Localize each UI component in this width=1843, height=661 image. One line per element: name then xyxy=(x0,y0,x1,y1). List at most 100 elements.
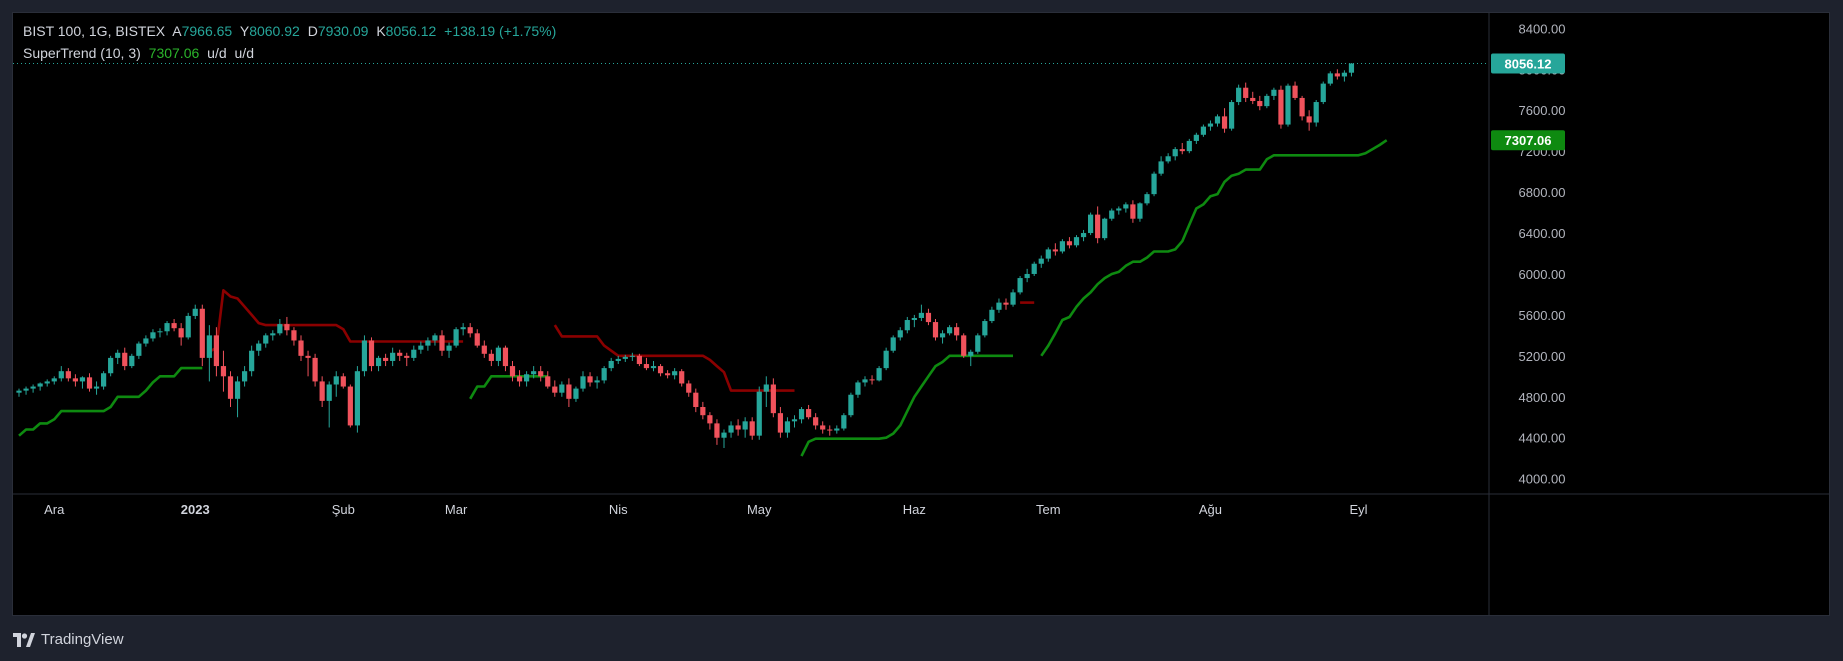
candle-body xyxy=(1010,292,1016,305)
supertrend-up-segment xyxy=(18,366,203,437)
candle-up xyxy=(1285,83,1291,127)
candle-up xyxy=(44,379,50,387)
candle-down xyxy=(954,323,960,341)
candle-body xyxy=(791,419,798,422)
candle-body xyxy=(622,356,628,359)
candle-body xyxy=(108,357,114,374)
candle-body xyxy=(1257,101,1263,107)
candle-up xyxy=(1080,229,1087,242)
candle-body xyxy=(820,425,826,430)
chart-panel[interactable]: 8400.008000.007600.007200.006800.006400.… xyxy=(12,12,1830,616)
candle-body xyxy=(1123,204,1129,209)
candle-down xyxy=(404,352,410,367)
candle-body xyxy=(291,330,297,341)
candle-down xyxy=(813,413,819,430)
candle-body xyxy=(1151,173,1157,195)
candle-up xyxy=(1137,202,1143,222)
candle-body xyxy=(319,381,325,401)
candle-up xyxy=(608,357,614,372)
candle-body xyxy=(1250,97,1256,102)
candle-body xyxy=(418,345,424,350)
candle-up xyxy=(791,415,798,428)
candle-up xyxy=(390,347,396,367)
candle-up xyxy=(234,376,241,418)
candle-up xyxy=(629,352,635,361)
candle-down xyxy=(749,417,755,440)
candle-up xyxy=(1165,153,1171,164)
candle-body xyxy=(1179,149,1185,152)
candle-body xyxy=(1186,140,1192,152)
candle-up xyxy=(1059,239,1065,254)
candle-up xyxy=(862,376,868,387)
candle-body xyxy=(932,322,939,338)
candle-body xyxy=(79,377,86,382)
candle-body xyxy=(601,368,607,381)
candle-body xyxy=(185,315,191,338)
candle-body xyxy=(559,384,565,393)
candle-body xyxy=(164,323,170,332)
indicator-name[interactable]: SuperTrend (10, 3) xyxy=(23,45,141,61)
supertrend-up-segment xyxy=(469,374,548,400)
candle-up xyxy=(1102,217,1108,241)
indicator-legend[interactable]: SuperTrend (10, 3) 7307.06 u/d u/d xyxy=(23,45,258,61)
candle-body xyxy=(234,381,241,399)
candle-body xyxy=(368,340,375,367)
candle-up xyxy=(1038,255,1044,268)
candle-body xyxy=(735,425,741,430)
candle-down xyxy=(1299,95,1305,121)
candle-up xyxy=(79,376,86,389)
candle-body xyxy=(827,429,833,431)
candle-body xyxy=(608,360,614,369)
candle-down xyxy=(735,419,741,436)
candle-up xyxy=(975,333,981,354)
candle-body xyxy=(1052,249,1058,252)
candle-up xyxy=(1010,289,1016,307)
candle-body xyxy=(354,371,360,426)
candle-up xyxy=(728,421,734,438)
indicator-extra-2: u/d xyxy=(234,45,254,61)
candle-up xyxy=(1186,138,1192,154)
price-tick-label: 4800.00 xyxy=(1519,390,1566,405)
candles xyxy=(16,63,1355,448)
tradingview-branding[interactable]: TradingView xyxy=(13,631,124,648)
candle-down xyxy=(869,375,875,385)
candle-up xyxy=(834,425,840,434)
candle-body xyxy=(672,371,678,376)
candle-body xyxy=(390,352,396,361)
candlestick-chart[interactable]: 8400.008000.007600.007200.006800.006400.… xyxy=(13,13,1830,616)
candle-up xyxy=(101,371,107,390)
candle-up xyxy=(58,366,64,382)
candle-up xyxy=(1116,206,1122,215)
candle-body xyxy=(1095,214,1101,239)
candle-up xyxy=(16,388,22,397)
candle-body xyxy=(227,376,234,399)
supertrend-down-segment xyxy=(553,324,795,392)
candle-down xyxy=(566,378,572,408)
candle-body xyxy=(1003,302,1009,305)
close-value: K8056.12 xyxy=(376,23,437,39)
supertrend-badge-label: 7307.06 xyxy=(1505,133,1552,148)
candle-body xyxy=(756,391,762,436)
candle-body xyxy=(1306,116,1312,123)
candle-up xyxy=(326,381,332,428)
candle-up xyxy=(1151,171,1157,197)
symbol-legend[interactable]: BIST 100, 1G, BISTEX A7966.65 Y8060.92 D… xyxy=(23,23,560,39)
candle-body xyxy=(700,407,706,416)
price-tick-label: 6400.00 xyxy=(1519,226,1566,241)
candle-down xyxy=(1250,91,1256,105)
candle-body xyxy=(1200,126,1206,135)
supertrend-badge: 7307.06 xyxy=(1491,130,1565,151)
candle-body xyxy=(1313,102,1319,123)
candle-up xyxy=(157,328,163,338)
candle-body xyxy=(129,355,135,367)
candle-body xyxy=(1158,161,1164,174)
price-tick-label: 6000.00 xyxy=(1519,267,1566,282)
candle-down xyxy=(1179,142,1185,155)
symbol-label[interactable]: BIST 100, 1G, BISTEX xyxy=(23,23,166,39)
candle-up xyxy=(30,384,36,393)
candle-body xyxy=(552,386,558,393)
candle-up xyxy=(841,413,847,431)
candle-up xyxy=(918,304,924,322)
candle-down xyxy=(961,333,967,358)
candle-body xyxy=(573,388,579,399)
